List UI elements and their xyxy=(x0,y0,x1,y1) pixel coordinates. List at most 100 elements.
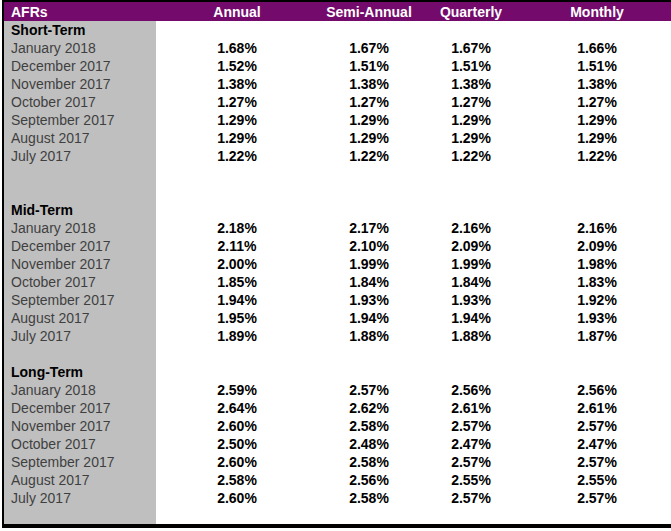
rate-cell: 2.56% xyxy=(420,381,522,399)
rate-cell: 2.57% xyxy=(420,453,522,471)
rate-cell: 1.88% xyxy=(420,327,522,345)
column-header-annual: Annual xyxy=(156,1,318,21)
spacer-label-cell xyxy=(3,345,156,363)
rate-cell: 1.29% xyxy=(318,111,420,129)
rate-cell: 1.99% xyxy=(420,255,522,273)
period-cell: October 2017 xyxy=(3,435,156,453)
empty-cell xyxy=(318,363,420,381)
empty-cell xyxy=(420,183,522,201)
empty-cell xyxy=(156,507,318,526)
period-cell: July 2017 xyxy=(3,489,156,507)
period-cell: December 2017 xyxy=(3,237,156,255)
rate-cell: 1.51% xyxy=(420,57,522,75)
rate-row: January 20182.18%2.17%2.16%2.16% xyxy=(3,219,671,237)
rate-cell: 2.09% xyxy=(522,237,671,255)
rate-cell: 1.52% xyxy=(156,57,318,75)
period-cell: November 2017 xyxy=(3,255,156,273)
rate-cell: 2.57% xyxy=(522,417,671,435)
filler-row xyxy=(3,507,671,526)
rate-cell: 2.48% xyxy=(318,435,420,453)
empty-cell xyxy=(522,363,671,381)
rate-cell: 1.87% xyxy=(522,327,671,345)
rate-cell: 1.29% xyxy=(156,129,318,147)
rate-cell: 1.88% xyxy=(318,327,420,345)
period-cell: December 2017 xyxy=(3,57,156,75)
rate-row: July 20171.89%1.88%1.88%1.87% xyxy=(3,327,671,345)
empty-cell xyxy=(156,345,318,363)
rate-row: December 20171.52%1.51%1.51%1.51% xyxy=(3,57,671,75)
rate-cell: 1.83% xyxy=(522,273,671,291)
rate-cell: 1.38% xyxy=(318,75,420,93)
rate-cell: 1.84% xyxy=(420,273,522,291)
rate-cell: 1.94% xyxy=(318,309,420,327)
empty-cell xyxy=(156,201,318,219)
empty-cell xyxy=(522,201,671,219)
rate-row: January 20182.59%2.57%2.56%2.56% xyxy=(3,381,671,399)
rate-cell: 1.29% xyxy=(522,129,671,147)
rate-cell: 2.57% xyxy=(420,417,522,435)
rate-row: October 20172.50%2.48%2.47%2.47% xyxy=(3,435,671,453)
rate-cell: 1.68% xyxy=(156,39,318,57)
empty-cell xyxy=(318,201,420,219)
rate-row: September 20172.60%2.58%2.57%2.57% xyxy=(3,453,671,471)
rate-cell: 1.27% xyxy=(522,93,671,111)
section-header-row: Short-Term xyxy=(3,21,671,39)
rate-cell: 1.85% xyxy=(156,273,318,291)
empty-cell xyxy=(522,21,671,39)
rate-cell: 1.94% xyxy=(420,309,522,327)
period-cell: January 2018 xyxy=(3,219,156,237)
rate-cell: 1.29% xyxy=(156,111,318,129)
rate-cell: 1.29% xyxy=(420,111,522,129)
rate-row: October 20171.85%1.84%1.84%1.83% xyxy=(3,273,671,291)
header-row: AFRs Annual Semi-Annual Quarterly Monthl… xyxy=(3,1,671,21)
rate-row: July 20172.60%2.58%2.57%2.57% xyxy=(3,489,671,507)
empty-cell xyxy=(420,363,522,381)
empty-cell xyxy=(420,507,522,526)
rate-row: November 20172.60%2.58%2.57%2.57% xyxy=(3,417,671,435)
empty-cell xyxy=(156,183,318,201)
period-cell: September 2017 xyxy=(3,453,156,471)
afr-rate-sheet: AFRs Annual Semi-Annual Quarterly Monthl… xyxy=(0,0,671,531)
period-cell: September 2017 xyxy=(3,111,156,129)
empty-cell xyxy=(420,345,522,363)
rate-cell: 1.22% xyxy=(156,147,318,165)
rate-cell: 1.27% xyxy=(318,93,420,111)
rate-row: December 20172.64%2.62%2.61%2.61% xyxy=(3,399,671,417)
empty-cell xyxy=(522,345,671,363)
empty-cell xyxy=(318,345,420,363)
section-header-row: Mid-Term xyxy=(3,201,671,219)
rate-cell: 2.09% xyxy=(420,237,522,255)
rate-cell: 1.29% xyxy=(420,129,522,147)
rate-cell: 1.38% xyxy=(420,75,522,93)
period-cell: January 2018 xyxy=(3,39,156,57)
rate-cell: 1.27% xyxy=(420,93,522,111)
empty-cell xyxy=(318,507,420,526)
period-cell: July 2017 xyxy=(3,147,156,165)
empty-cell xyxy=(156,21,318,39)
rate-cell: 2.57% xyxy=(522,489,671,507)
rate-cell: 1.92% xyxy=(522,291,671,309)
rate-cell: 1.93% xyxy=(318,291,420,309)
rate-cell: 1.67% xyxy=(420,39,522,57)
period-cell: August 2017 xyxy=(3,309,156,327)
rate-cell: 2.64% xyxy=(156,399,318,417)
empty-cell xyxy=(522,183,671,201)
rate-row: December 20172.11%2.10%2.09%2.09% xyxy=(3,237,671,255)
rate-cell: 2.56% xyxy=(318,471,420,489)
rate-cell: 2.60% xyxy=(156,489,318,507)
rate-cell: 2.47% xyxy=(420,435,522,453)
afr-table: AFRs Annual Semi-Annual Quarterly Monthl… xyxy=(2,0,671,528)
spacer-label-cell xyxy=(3,165,156,183)
period-cell: October 2017 xyxy=(3,93,156,111)
empty-cell xyxy=(420,165,522,183)
column-header-semi-annual: Semi-Annual xyxy=(318,1,420,21)
rate-cell: 2.61% xyxy=(420,399,522,417)
empty-cell xyxy=(522,507,671,526)
rate-cell: 1.95% xyxy=(156,309,318,327)
rate-cell: 1.98% xyxy=(522,255,671,273)
period-cell: October 2017 xyxy=(3,273,156,291)
rate-cell: 1.67% xyxy=(318,39,420,57)
rate-row: November 20172.00%1.99%1.99%1.98% xyxy=(3,255,671,273)
rate-cell: 1.29% xyxy=(318,129,420,147)
section-label: Mid-Term xyxy=(3,201,156,219)
